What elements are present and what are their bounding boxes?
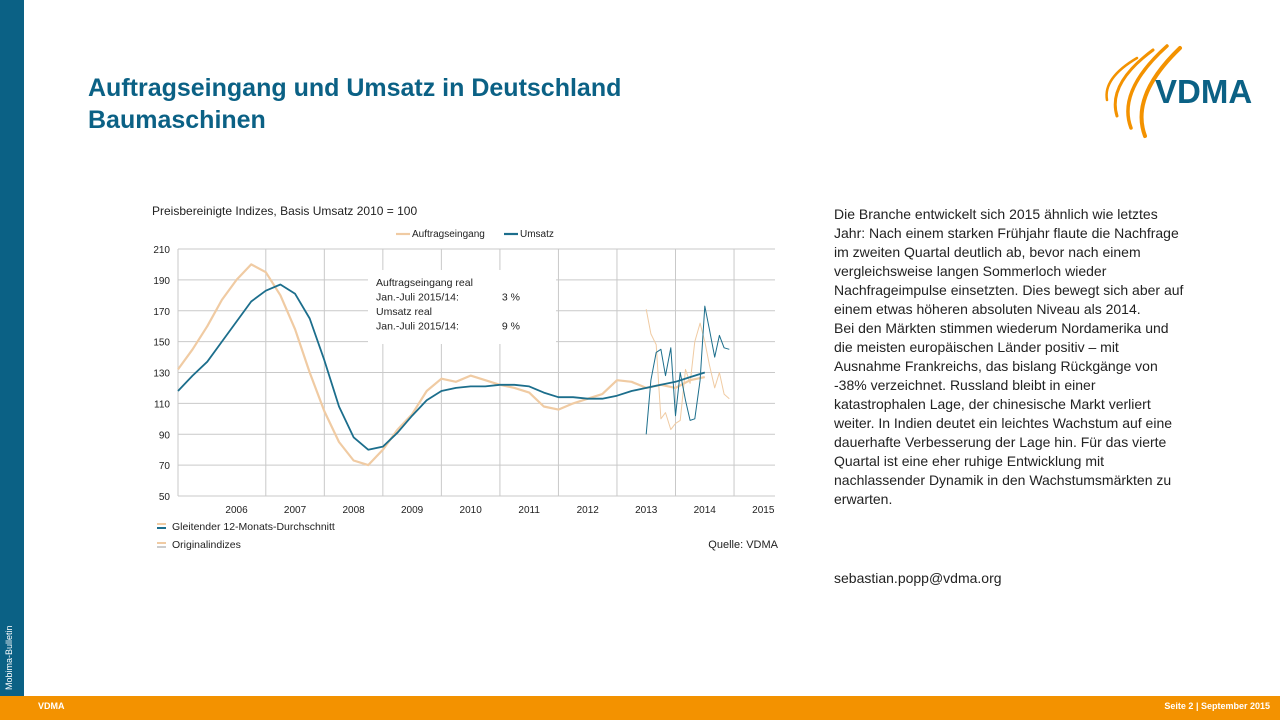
logo-text: VDMA [1155,73,1252,110]
y-tick-label: 170 [153,307,170,318]
footer-brand: VDMA [38,701,65,711]
y-tick-label: 150 [153,338,170,349]
footer-page-info: Seite 2 | September 2015 [1164,701,1270,711]
body-text: Die Branche entwickelt sich 2015 ähnlich… [834,206,1184,507]
legend-swatch [157,527,166,529]
x-tick-label: 2008 [342,505,365,516]
chart-annotation: Auftragseingang real Jan.-Juli 2015/14: 3 … [368,270,556,344]
chart-source: Quelle: VDMA [708,539,778,551]
y-tick-label: 70 [159,461,171,472]
annotation-label: Jan.-Juli 2015/14: [376,321,459,333]
annotation-value: 3 % [502,292,520,304]
y-tick-label: 110 [154,399,170,410]
x-tick-label: 2013 [635,505,658,516]
title-line-2: Baumaschinen [88,106,266,134]
y-tick-label: 90 [159,430,171,441]
y-tick-label: 50 [159,492,171,503]
legend-label: Originalindizes [172,539,241,551]
y-axis: 50 70 90 110 130 150 170 190 210 [153,245,170,503]
series-line-umsatz-original [645,305,730,435]
series-line-umsatz [177,283,706,451]
chart-grid [177,248,775,497]
legend-label: Auftragseingang [412,229,485,240]
x-tick-label: 2007 [284,505,307,516]
footer-bar: VDMA Seite 2 | September 2015 [0,696,1280,720]
chart-title: Preisbereinigte Indizes, Basis Umsatz 20… [152,204,417,218]
chart-series [177,263,730,467]
x-tick-label: 2012 [577,505,600,516]
x-tick-label: 2009 [401,505,424,516]
annotation-value: 9 % [502,321,520,333]
y-tick-label: 130 [153,369,170,380]
annotation-label: Auftragseingang real [376,277,473,289]
line-chart: Preisbereinigte Indizes, Basis Umsatz 20… [152,204,779,551]
legend-swatch [157,542,166,544]
y-tick-label: 190 [153,276,170,287]
x-tick-label: 2015 [752,505,775,516]
contact-email[interactable]: sebastian.popp@vdma.org [834,570,1002,586]
x-tick-label: 2011 [518,505,540,516]
x-tick-label: 2014 [694,505,717,516]
series-line-auftragseingang [177,263,706,467]
annotation-box [368,270,556,344]
sidebar-label: Mobima-Bulletin [4,625,14,690]
chart-bottom-legend: Gleitender 12-Monats-Durchschnitt Origina… [157,521,335,551]
y-tick-label: 210 [153,245,170,256]
x-axis: 2006 2007 2008 2009 2010 2011 2012 2013 2014 2015 [225,505,774,516]
series-line-auftragseingang-original [645,309,730,431]
legend-swatch [157,546,166,548]
legend-label: Gleitender 12-Monats-Durchschnitt [172,521,335,533]
left-sidebar-bar: Mobima-Bulletin [0,0,24,696]
page-title: Auftragseingang und Umsatz in Deutschlan… [88,72,621,136]
vdma-logo: VDMA [1105,44,1252,138]
x-tick-label: 2006 [225,505,248,516]
annotation-label: Umsatz real [376,306,432,318]
annotation-label: Jan.-Juli 2015/14: [376,292,459,304]
x-tick-label: 2010 [460,505,483,516]
legend-label: Umsatz [520,229,554,240]
legend-swatch [157,523,166,525]
title-line-1: Auftragseingang und Umsatz in Deutschlan… [88,74,622,102]
chart-legend: Auftragseingang Umsatz [396,229,554,240]
